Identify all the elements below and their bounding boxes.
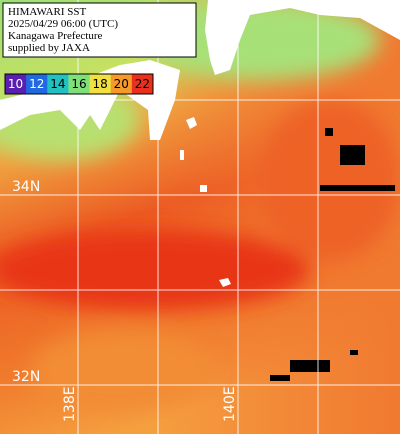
- colorbar-label: 14: [50, 77, 65, 91]
- colorbar-swatch: [5, 74, 27, 94]
- colorbar-swatch: [68, 74, 91, 94]
- lon-label: 138E: [62, 386, 78, 422]
- header-line: Kanagawa Prefecture: [8, 30, 102, 42]
- colorbar-swatch: [89, 74, 112, 94]
- lat-label: 32N: [12, 369, 40, 385]
- colorbar-swatch: [47, 74, 69, 94]
- colorbar-frame: [4, 73, 154, 95]
- header-line: HIMAWARI SST: [8, 6, 87, 18]
- lat-label: 34N: [12, 179, 40, 195]
- colorbar-swatch: [110, 74, 133, 94]
- colorbar-swatch: [26, 74, 48, 94]
- cloud-mask: [270, 128, 395, 381]
- header-box: [2, 2, 197, 58]
- header-line: 2025/04/29 06:00 (UTC): [8, 18, 118, 30]
- colorbar-label: 18: [93, 77, 108, 91]
- lon-label: 140E: [222, 386, 238, 422]
- colorbar-label: 20: [114, 77, 129, 91]
- colorbar-swatch: [131, 74, 154, 94]
- colorbar-label: 22: [135, 77, 150, 91]
- colorbar-label: 10: [8, 77, 23, 91]
- colorbar-label: 16: [71, 77, 86, 91]
- colorbar-label: 12: [29, 77, 44, 91]
- header-line: supplied by JAXA: [8, 42, 90, 54]
- colorbar: 10 12 14 16 18 20 22: [4, 73, 154, 95]
